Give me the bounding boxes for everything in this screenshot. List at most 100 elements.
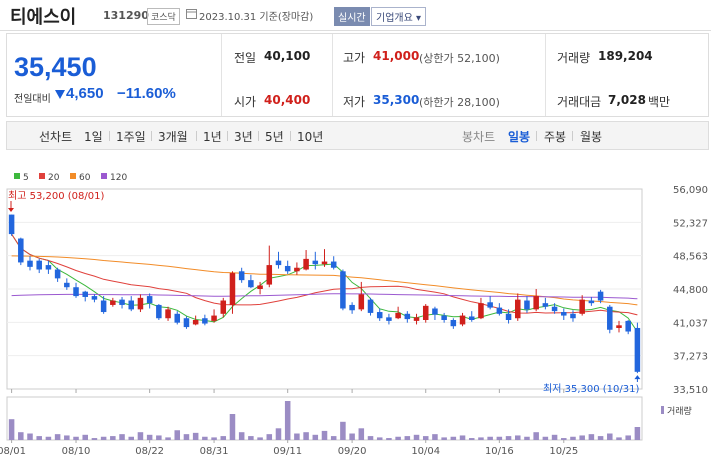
volume-bar xyxy=(110,436,116,440)
volume-bar xyxy=(625,435,631,440)
period-1d[interactable]: 1일 xyxy=(84,130,103,144)
divider xyxy=(221,34,222,116)
ma-line-5 xyxy=(11,233,638,333)
period-daily[interactable]: 일봉 xyxy=(508,130,531,144)
high-label: 고가 xyxy=(343,51,366,65)
volume-bar xyxy=(597,436,604,440)
volume-bar xyxy=(533,432,539,440)
candle-body xyxy=(312,260,319,265)
low-label: 저가 xyxy=(343,95,366,109)
volume-bar xyxy=(634,427,641,440)
volume-bar xyxy=(229,414,236,440)
volume-bar xyxy=(238,432,245,440)
candle-body xyxy=(422,305,429,321)
candle-body xyxy=(616,325,622,328)
candle-body xyxy=(515,299,521,319)
candle-body xyxy=(220,300,227,314)
down-triangle-icon xyxy=(55,90,65,99)
period-1y[interactable]: 1년 xyxy=(203,130,222,144)
candle-body xyxy=(91,296,98,300)
candle-body xyxy=(54,269,61,279)
candle-chart-label: 봉차트 xyxy=(462,130,496,144)
realtime-button[interactable]: 실시간 xyxy=(334,7,370,26)
candle-body xyxy=(505,313,512,321)
volume-bar xyxy=(524,436,530,440)
clock-icon xyxy=(186,9,197,19)
candle-body xyxy=(284,265,291,272)
price-chart: 56,090 52,327 48,563 44,800 41,037 37,273 33,5… xyxy=(0,173,708,457)
candle-body xyxy=(496,307,503,314)
volume-bar xyxy=(542,436,549,440)
candle-body xyxy=(478,303,484,319)
period-monthly[interactable]: 월봉 xyxy=(580,130,603,144)
low-annotation: 최저 35,300 (10/31) xyxy=(543,383,639,395)
period-3m[interactable]: 3개월 xyxy=(158,130,188,144)
candle-body xyxy=(450,320,457,327)
chart-toolbar xyxy=(6,121,709,150)
low-value: 35,300 xyxy=(373,93,420,107)
candle-body xyxy=(561,312,567,316)
divider xyxy=(572,131,573,141)
volume-bar xyxy=(257,437,263,440)
ma-line-20 xyxy=(11,233,638,316)
candle-body xyxy=(376,312,383,319)
volume-value: 189,204 xyxy=(598,49,653,63)
low-arrow xyxy=(634,375,641,380)
y-tick-label: 37,273 xyxy=(673,352,708,363)
y-tick-label: 48,563 xyxy=(673,252,708,263)
volume-bar xyxy=(183,434,190,440)
legend-swatch xyxy=(14,173,20,179)
candle-body xyxy=(146,296,153,304)
quote-date: 2023.10.31 기준(장마감) xyxy=(199,12,314,23)
period-1w[interactable]: 1주일 xyxy=(116,130,146,144)
candle-body xyxy=(588,300,595,304)
divider xyxy=(258,131,259,141)
volume-bar xyxy=(404,436,411,440)
volume-bar xyxy=(91,438,98,440)
x-tick-label: 08/22 xyxy=(135,446,164,457)
volume-bar xyxy=(119,434,125,440)
period-3y[interactable]: 3년 xyxy=(234,130,253,144)
stock-name: 티에스이 xyxy=(10,7,77,28)
volume-bar xyxy=(156,435,162,440)
candle-body xyxy=(211,315,217,321)
candle-body xyxy=(579,299,585,314)
ma-line-60 xyxy=(11,255,638,306)
candle-body xyxy=(367,299,374,313)
candle-body xyxy=(597,291,604,301)
divider xyxy=(290,131,291,141)
candle-body xyxy=(330,261,337,268)
volume-bar xyxy=(478,437,484,440)
volume-bar xyxy=(137,432,144,440)
volume-bar xyxy=(422,436,429,440)
candle-body xyxy=(238,271,245,281)
volume-bar xyxy=(100,436,107,440)
candle-body xyxy=(248,280,254,288)
candle-body xyxy=(229,273,236,305)
period-weekly[interactable]: 주봉 xyxy=(544,130,567,144)
candle-body xyxy=(100,300,107,313)
company-overview-dropdown[interactable]: 기업개요 ▾ xyxy=(371,7,426,26)
volume-bar xyxy=(468,438,475,440)
period-5y[interactable]: 5년 xyxy=(265,130,284,144)
period-10y[interactable]: 10년 xyxy=(297,130,324,144)
divider xyxy=(536,131,537,141)
x-tick-label: 08/31 xyxy=(200,446,229,457)
volume-bar xyxy=(45,436,52,440)
volume-bar xyxy=(36,436,42,440)
volume-bar xyxy=(146,434,153,440)
open-value: 40,400 xyxy=(264,93,311,107)
y-tick-label: 44,800 xyxy=(673,285,708,296)
volume-bar xyxy=(82,434,88,440)
volume-bar xyxy=(202,436,208,440)
amount-label: 거래대금 xyxy=(557,95,602,109)
candle-body xyxy=(634,327,641,372)
volume-bar xyxy=(128,436,134,440)
candle-body xyxy=(349,304,355,311)
legend-label: 120 xyxy=(110,173,127,183)
volume-bar xyxy=(450,436,457,440)
legend-swatch xyxy=(101,173,107,179)
candle-body xyxy=(174,313,181,323)
candle-body xyxy=(468,316,475,321)
volume-bar xyxy=(358,428,365,440)
